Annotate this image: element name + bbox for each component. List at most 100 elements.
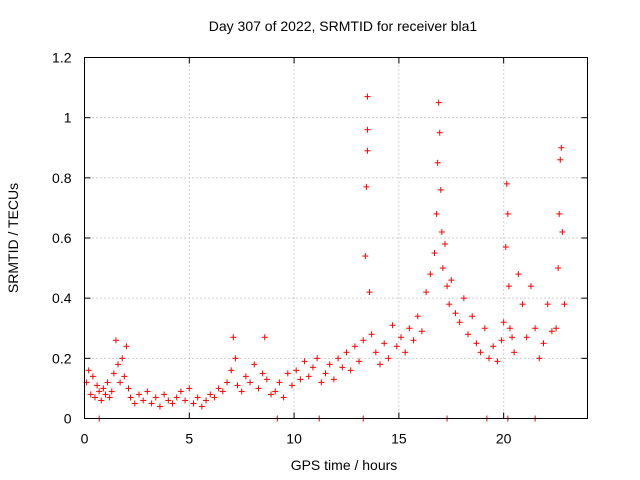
data-point: [532, 325, 539, 332]
data-point: [439, 265, 446, 272]
data-point: [314, 355, 321, 362]
data-point: [515, 271, 522, 278]
data-point: [498, 337, 505, 344]
data-point: [460, 295, 467, 302]
data-point: [448, 277, 455, 284]
data-point: [559, 228, 566, 235]
y-tick-label: 1.2: [52, 50, 72, 66]
data-point: [89, 373, 96, 380]
data-point: [251, 361, 258, 368]
data-point: [140, 397, 147, 404]
data-point: [261, 334, 268, 341]
gridlines: [84, 57, 588, 419]
data-point: [318, 379, 325, 386]
data-point: [119, 355, 126, 362]
data-point: [230, 334, 237, 341]
data-point: [523, 334, 530, 341]
data-point: [385, 355, 392, 362]
data-point: [131, 400, 138, 407]
data-point: [377, 361, 384, 368]
data-point: [182, 397, 189, 404]
data-point: [444, 283, 451, 290]
data-point: [362, 253, 369, 260]
data-point: [228, 367, 235, 374]
data-point: [173, 394, 180, 401]
data-point: [121, 373, 128, 380]
data-point: [555, 265, 562, 272]
y-tick-label: 0.2: [52, 350, 72, 366]
data-point: [259, 370, 266, 377]
data-point: [309, 364, 316, 371]
data-point: [232, 355, 239, 362]
data-point: [368, 331, 375, 338]
data-point: [511, 349, 518, 356]
data-point: [536, 355, 543, 362]
data-point: [284, 370, 291, 377]
data-point: [198, 403, 205, 410]
data-point: [494, 358, 501, 365]
data-point: [255, 385, 262, 392]
data-point: [473, 340, 480, 347]
data-point: [438, 228, 445, 235]
y-tick-labels: 0 0.2 0.4 0.6 0.8 1 1.2: [52, 50, 72, 427]
data-point: [190, 400, 197, 407]
data-point: [224, 379, 231, 386]
data-point: [423, 289, 430, 296]
data-point: [363, 183, 370, 190]
data-point: [437, 186, 444, 193]
data-point: [152, 394, 159, 401]
data-point: [87, 391, 94, 398]
plot-frame: [84, 57, 588, 419]
data-point: [127, 394, 134, 401]
y-tick-label: 0.4: [52, 290, 72, 306]
data-point: [504, 210, 511, 217]
data-point: [503, 180, 510, 187]
data-point: [169, 400, 176, 407]
data-point: [527, 283, 534, 290]
data-point: [177, 388, 184, 395]
data-point: [247, 379, 254, 386]
data-point: [148, 400, 155, 407]
y-tick-label: 0.8: [52, 170, 72, 186]
y-tick-label: 0: [64, 411, 72, 427]
axis-ticks: [84, 57, 588, 419]
data-point: [322, 370, 329, 377]
data-point: [94, 382, 101, 389]
data-point: [135, 391, 142, 398]
data-point: [288, 382, 295, 389]
data-point: [112, 337, 119, 344]
data-point: [339, 364, 346, 371]
data-point: [301, 358, 308, 365]
y-axis-title: SRMTID / TECUs: [5, 183, 21, 293]
data-point: [106, 394, 113, 401]
data-point: [219, 388, 226, 395]
data-point: [297, 376, 304, 383]
data-point: [276, 379, 283, 386]
data-point: [393, 343, 400, 350]
data-point: [194, 394, 201, 401]
data-point: [96, 388, 103, 395]
data-point: [397, 334, 404, 341]
data-point: [414, 313, 421, 320]
data-point: [100, 385, 107, 392]
data-point: [343, 349, 350, 356]
data-point: [335, 355, 342, 362]
data-point: [356, 358, 363, 365]
data-point: [418, 328, 425, 335]
data-point: [234, 382, 241, 389]
data-point: [434, 159, 441, 166]
data-point: [435, 99, 442, 106]
data-point: [144, 388, 151, 395]
data-point: [186, 385, 193, 392]
data-point: [452, 310, 459, 317]
data-point: [558, 144, 565, 151]
data-point: [305, 373, 312, 380]
data-point: [502, 244, 509, 251]
data-point: [505, 283, 512, 290]
data-point: [125, 385, 132, 392]
data-point: [389, 322, 396, 329]
y-tick-label: 0.6: [52, 230, 72, 246]
data-point: [372, 349, 379, 356]
data-point: [548, 328, 555, 335]
